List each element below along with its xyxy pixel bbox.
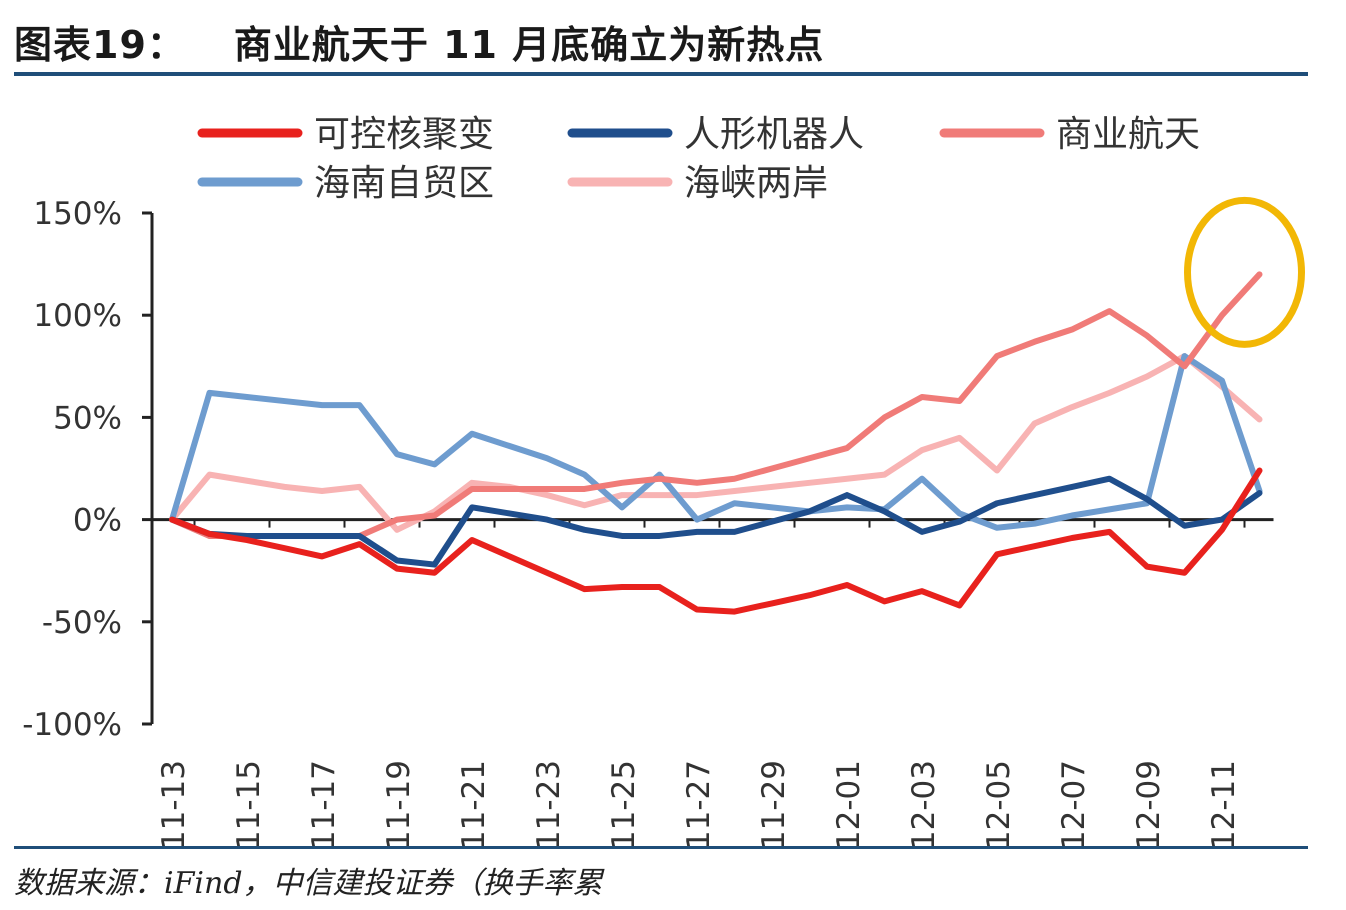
x-tick-label: 12-03: [906, 760, 942, 850]
x-tick-label: 11-17: [306, 760, 342, 850]
y-tick-label: 150%: [33, 196, 122, 232]
y-tick-label: 50%: [53, 400, 122, 436]
series-line: [169, 353, 1263, 531]
y-tick-label: 100%: [33, 298, 122, 334]
x-tick-label: 12-09: [1131, 760, 1167, 850]
legend-label: 人形机器人: [684, 114, 864, 155]
page-title: 图表19： 商业航天于 11 月底确立为新热点: [14, 14, 824, 69]
x-tick-label: 12-11: [1206, 760, 1242, 850]
x-tick-label: 11-15: [231, 760, 267, 850]
x-tick-label: 11-23: [531, 760, 567, 850]
x-tick-label: 11-27: [681, 760, 717, 850]
series-line: [169, 353, 1263, 533]
x-tick-label: 11-21: [456, 760, 492, 850]
legend-label: 海峡两岸: [684, 163, 828, 204]
x-tick-label: 12-01: [831, 760, 867, 850]
figure-number: 图表19：: [14, 23, 186, 67]
footer-rule: [14, 846, 1308, 849]
x-tick-label: 11-25: [606, 760, 642, 850]
y-tick-label: -100%: [22, 707, 122, 743]
x-tick-label: 12-07: [1056, 760, 1092, 850]
x-tick-label: 11-29: [756, 760, 792, 850]
y-tick-label: -50%: [42, 605, 122, 641]
legend-label: 商业航天: [1056, 114, 1200, 155]
x-tick-label: 11-19: [381, 760, 417, 850]
series-line: [169, 475, 1263, 568]
source-note: 数据来源：iFind，中信建投证券（换手率累: [14, 866, 603, 901]
x-tick-label: 11-13: [156, 760, 192, 850]
title-underline: [14, 72, 1308, 76]
legend-label: 可控核聚变: [314, 114, 494, 155]
y-tick-label: 0%: [73, 503, 122, 539]
legend-label: 海南自贸区: [314, 163, 494, 204]
highlight-ellipse: [1184, 196, 1305, 348]
figure-title: 商业航天于 11 月底确立为新热点: [233, 23, 825, 67]
x-tick-label: 12-05: [981, 760, 1017, 850]
series-line: [169, 467, 1263, 615]
